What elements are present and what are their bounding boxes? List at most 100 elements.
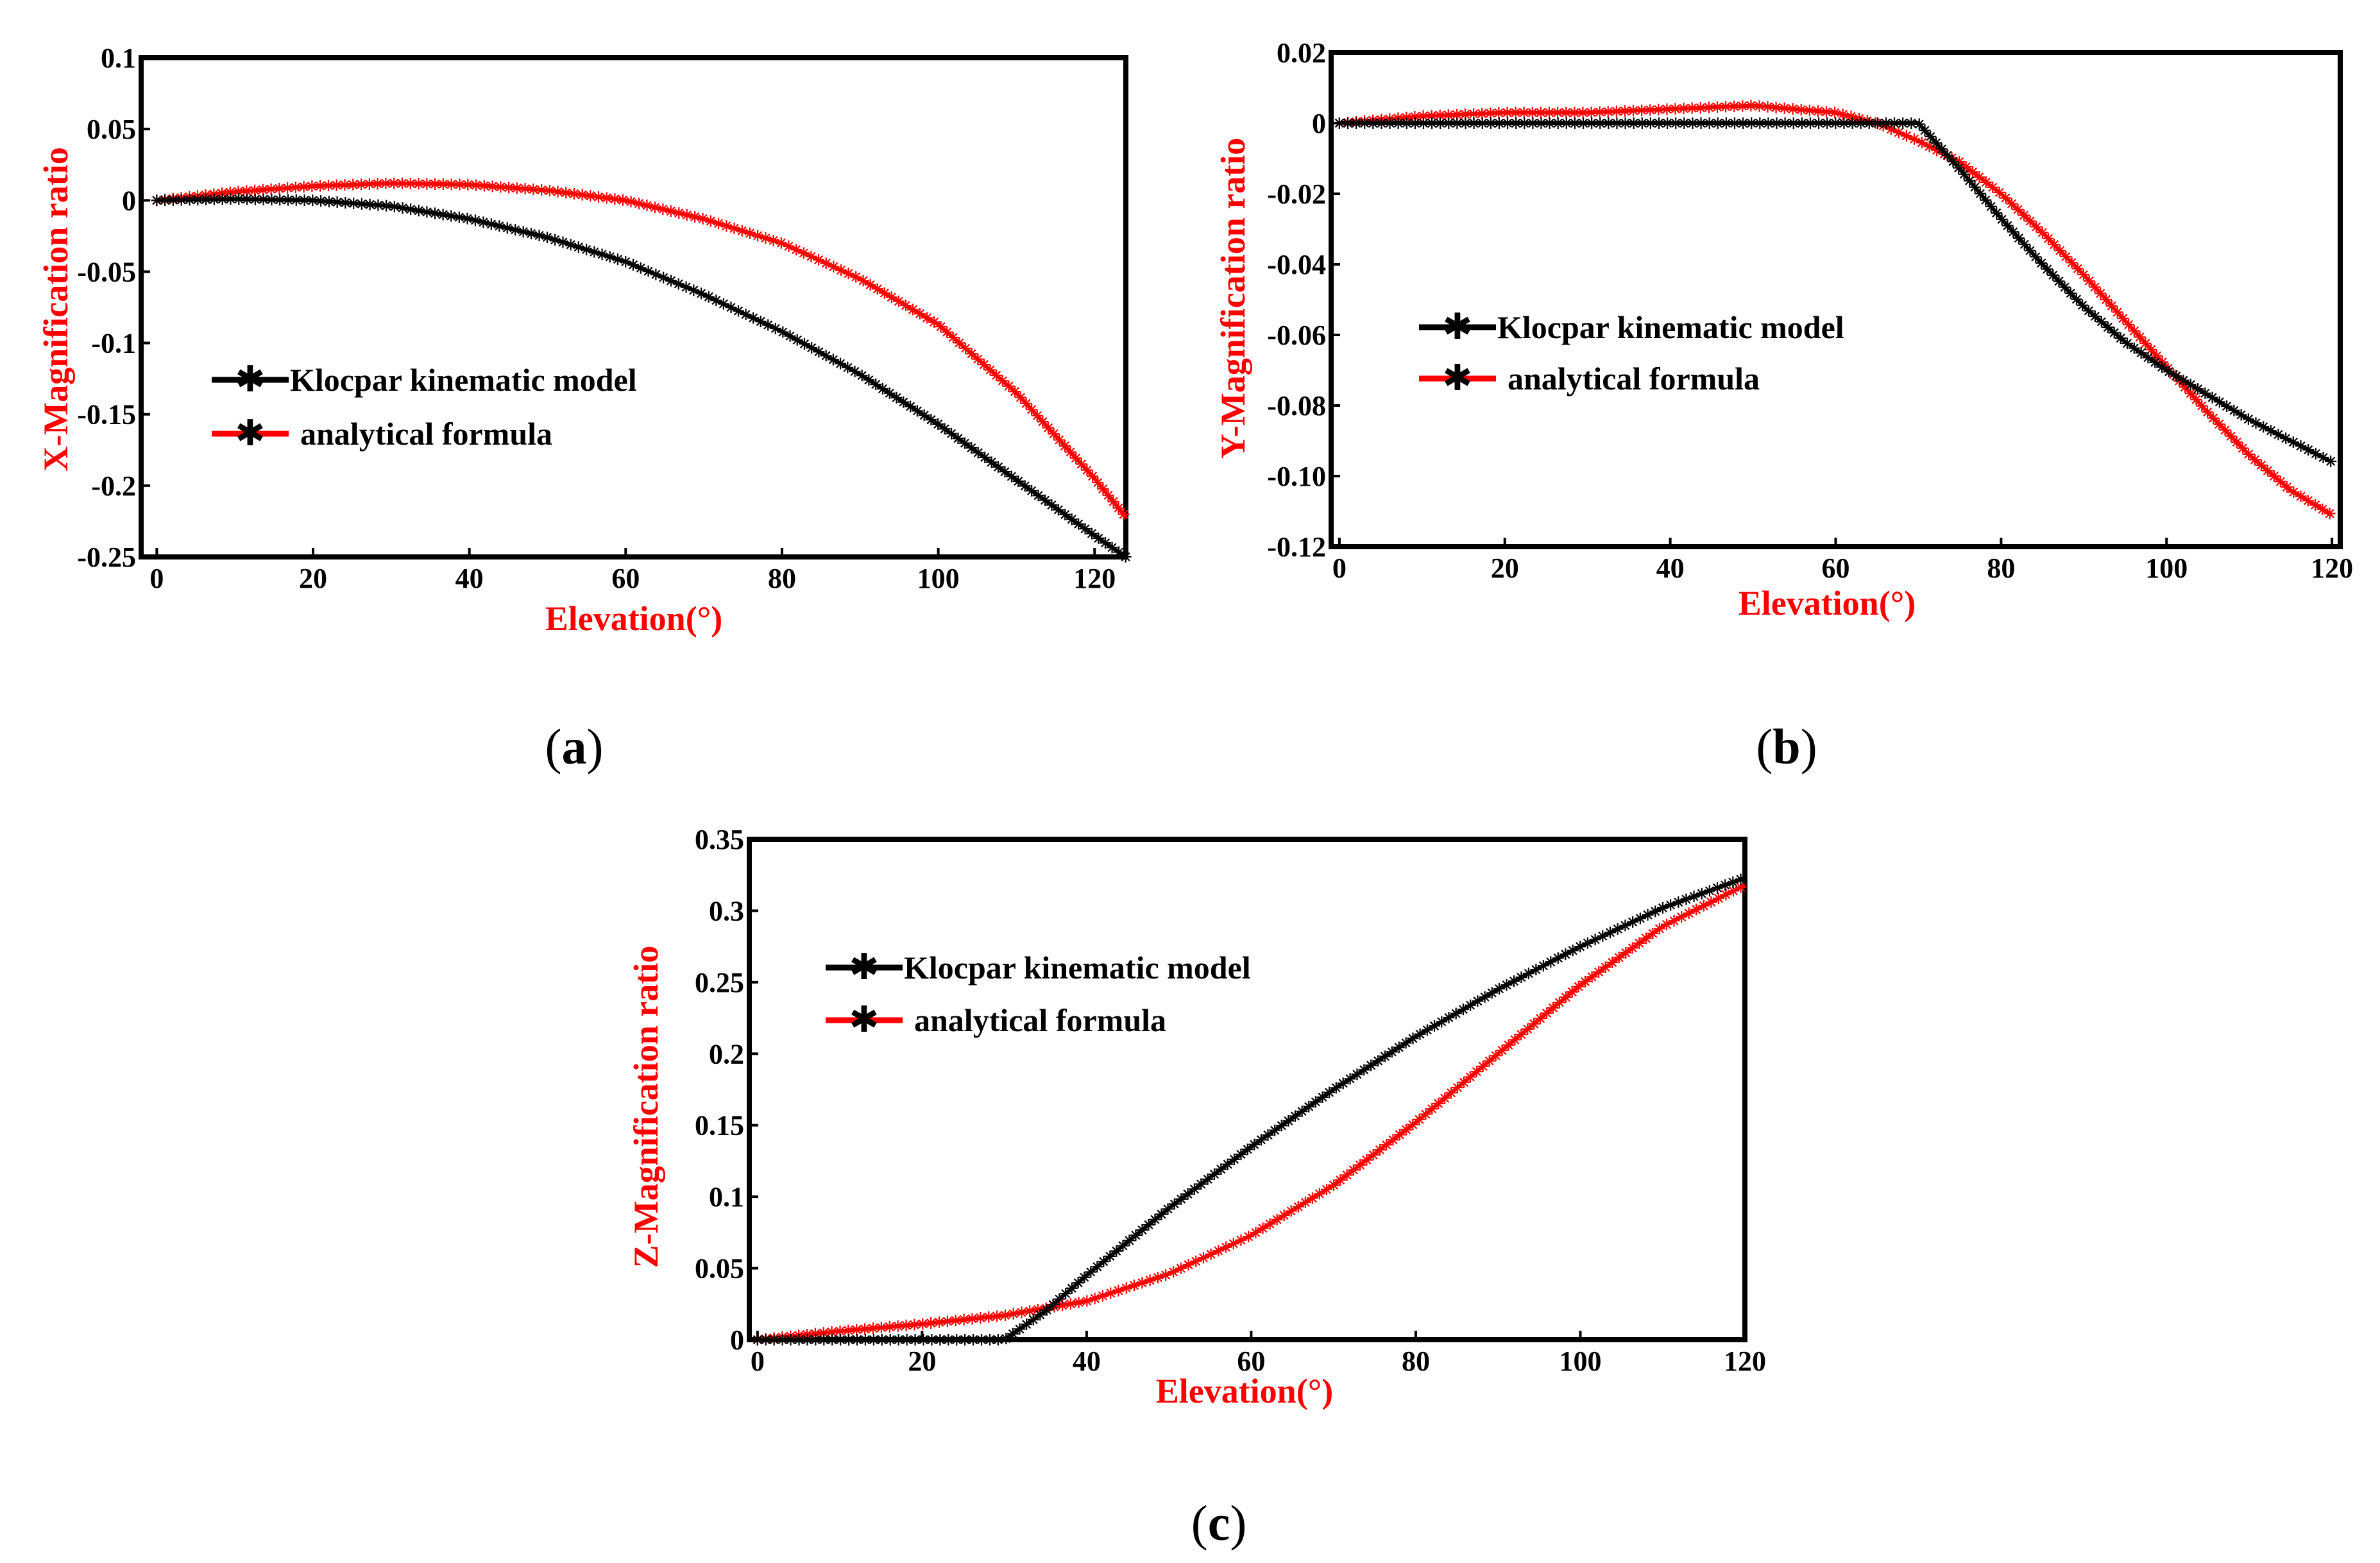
data-point-marker	[1064, 446, 1076, 458]
data-point-marker	[519, 183, 531, 195]
data-point-marker	[1451, 117, 1463, 129]
x-tick-label: 0	[1332, 552, 1347, 584]
data-point-marker	[1636, 117, 1648, 129]
data-point-marker	[1046, 499, 1058, 511]
data-point-marker	[445, 210, 457, 222]
data-point-marker	[2288, 486, 2300, 498]
data-point-marker	[517, 226, 529, 238]
x-tick-label: 100	[2145, 552, 2188, 584]
data-point-marker	[495, 181, 507, 193]
data-point-marker	[892, 295, 905, 307]
legend-marker-analytical: ✱	[1443, 357, 1473, 399]
data-point-marker	[469, 214, 481, 226]
data-point-marker	[2192, 383, 2204, 395]
data-point-marker	[1425, 110, 1438, 122]
data-point-marker	[1060, 1288, 1072, 1300]
data-point-marker	[1012, 475, 1024, 487]
data-point-marker	[1057, 1299, 1069, 1311]
data-point-marker	[1073, 1296, 1085, 1308]
data-point-marker	[1112, 502, 1125, 514]
data-point-marker	[806, 342, 818, 354]
data-point-marker	[604, 251, 616, 263]
data-point-marker	[396, 177, 408, 189]
data-point-marker	[974, 1312, 987, 1324]
data-point-marker	[486, 180, 498, 192]
data-point-marker	[1980, 194, 1992, 206]
data-point-marker	[1243, 1231, 1255, 1243]
data-point-marker	[827, 354, 839, 366]
data-point-marker	[933, 1316, 946, 1328]
data-point-marker	[867, 1322, 879, 1335]
data-point-marker	[1846, 117, 1858, 129]
data-point-marker	[1560, 107, 1572, 119]
data-point-marker	[1285, 1205, 1297, 1217]
data-point-marker	[672, 278, 684, 290]
data-point-marker	[688, 284, 700, 296]
data-point-marker	[1450, 108, 1463, 121]
data-point-marker	[1712, 101, 1723, 113]
data-point-marker	[2070, 293, 2082, 305]
data-point-marker	[775, 237, 787, 249]
data-point-marker	[1960, 160, 1972, 173]
data-point-marker	[1508, 975, 1520, 987]
data-point-marker	[2117, 312, 2129, 325]
data-point-marker	[2317, 452, 2329, 464]
data-point-marker	[760, 1334, 772, 1345]
data-point-marker	[175, 194, 187, 206]
data-point-marker	[1271, 1213, 1283, 1226]
data-point-marker	[1439, 1092, 1451, 1104]
data-point-marker	[1059, 508, 1071, 520]
data-point-marker	[1527, 117, 1539, 129]
data-point-marker	[752, 230, 764, 242]
legend-label-analytical: analytical formula	[1508, 361, 1760, 397]
data-point-marker	[1493, 107, 1505, 119]
data-point-marker	[249, 193, 261, 205]
data-point-marker	[1188, 1183, 1200, 1195]
data-point-marker	[1604, 927, 1617, 939]
y-axis-label: Y-Magnification ratio	[1214, 138, 1252, 459]
data-point-marker	[939, 423, 951, 435]
data-point-marker	[2036, 226, 2048, 239]
data-point-marker	[1515, 1029, 1527, 1041]
data-point-marker	[1770, 101, 1782, 114]
data-point-marker	[1973, 171, 1985, 183]
y-tick-label: -0.05	[77, 256, 136, 287]
data-point-marker	[1642, 909, 1654, 921]
x-tick-label: 40	[455, 563, 484, 594]
data-point-marker	[681, 209, 693, 221]
data-point-marker	[934, 1334, 946, 1345]
data-point-marker	[870, 379, 882, 391]
legend-entry-analytical: ✱ analytical formula	[212, 413, 552, 454]
y-axis-label: Z-Magnification ratio	[627, 946, 665, 1268]
data-point-marker	[1746, 117, 1758, 129]
data-point-marker	[2151, 350, 2163, 362]
data-point-marker	[2302, 495, 2314, 507]
data-point-marker	[2135, 346, 2147, 359]
data-point-marker	[932, 418, 944, 431]
data-point-marker	[1687, 117, 1699, 129]
data-point-marker	[2199, 387, 2211, 399]
data-point-marker	[2213, 396, 2225, 408]
data-point-marker	[363, 178, 375, 190]
data-point-marker	[1620, 946, 1632, 959]
data-point-marker	[2030, 251, 2042, 263]
legend-label-analytical: analytical formula	[914, 1002, 1166, 1038]
data-point-marker	[307, 194, 319, 207]
data-point-marker	[946, 427, 958, 440]
data-point-marker	[1502, 117, 1514, 129]
x-axis-label: Elevation(°)	[1738, 584, 1916, 622]
y-tick-label: -0.08	[1267, 390, 1326, 422]
data-point-marker	[850, 271, 862, 283]
data-point-marker	[1703, 101, 1715, 114]
data-point-marker	[984, 364, 996, 376]
data-point-marker	[371, 178, 384, 190]
data-point-marker	[2089, 281, 2101, 293]
y-tick-label: -0.2	[91, 470, 136, 502]
data-point-marker	[1628, 105, 1640, 117]
data-point-marker	[1347, 1164, 1359, 1176]
data-point-marker	[1417, 117, 1429, 129]
data-point-marker	[736, 225, 748, 237]
data-point-marker	[842, 1324, 854, 1337]
data-point-marker	[1695, 117, 1707, 129]
data-point-marker	[871, 283, 883, 295]
